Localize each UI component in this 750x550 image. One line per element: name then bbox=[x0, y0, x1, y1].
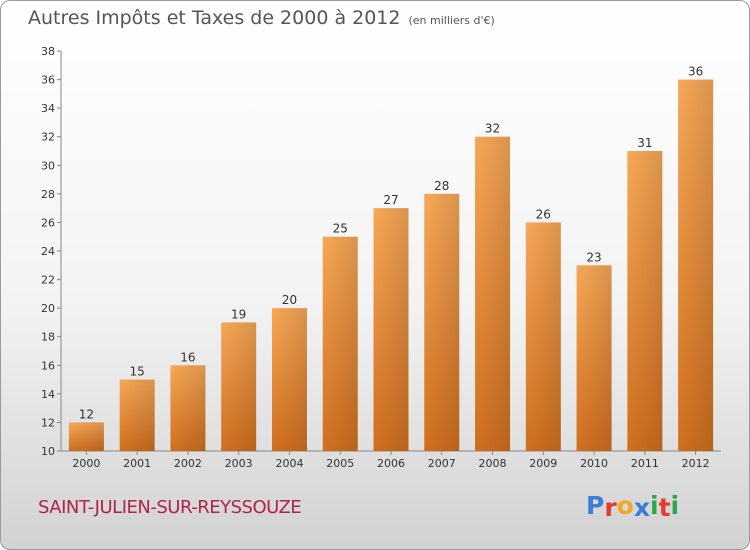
logo-letter: P bbox=[586, 491, 605, 520]
bar-value-label: 27 bbox=[383, 193, 398, 207]
proxiti-logo: Proxiti bbox=[586, 491, 680, 522]
bar-value-label: 26 bbox=[536, 207, 551, 221]
y-tick-label: 28 bbox=[41, 188, 55, 201]
y-tick-label: 20 bbox=[41, 302, 55, 315]
x-tick-label: 2004 bbox=[275, 457, 303, 470]
bar-shade bbox=[221, 322, 257, 451]
bar-value-label: 32 bbox=[485, 122, 500, 136]
x-tick-label: 2001 bbox=[123, 457, 151, 470]
bar-shade bbox=[576, 265, 612, 451]
bar-shade bbox=[170, 365, 206, 451]
bar-shade bbox=[475, 136, 511, 451]
x-tick-label: 2002 bbox=[174, 457, 202, 470]
y-tick-label: 10 bbox=[41, 445, 55, 458]
chart-title-text: Autres Impôts et Taxes de 2000 à 2012 bbox=[28, 7, 401, 29]
x-tick-label: 2007 bbox=[428, 457, 456, 470]
bar-shade bbox=[678, 79, 714, 452]
logo-letter: x bbox=[633, 493, 650, 522]
logo-letter: o bbox=[616, 491, 634, 520]
bar-value-label: 15 bbox=[130, 365, 145, 379]
x-tick-label: 2011 bbox=[631, 457, 659, 470]
y-tick-label: 18 bbox=[41, 331, 55, 344]
y-tick-label: 32 bbox=[41, 131, 55, 144]
y-tick-label: 36 bbox=[41, 74, 55, 87]
bar-value-label: 12 bbox=[79, 407, 94, 421]
bar-value-label: 28 bbox=[434, 179, 449, 193]
y-tick-label: 26 bbox=[41, 216, 55, 229]
y-tick-label: 38 bbox=[41, 45, 55, 58]
logo-letter: i bbox=[650, 491, 659, 520]
bar-value-label: 16 bbox=[180, 350, 195, 364]
bar-value-label: 36 bbox=[688, 65, 703, 79]
x-tick-label: 2005 bbox=[326, 457, 354, 470]
x-tick-label: 2010 bbox=[580, 457, 608, 470]
bar-shade bbox=[271, 308, 307, 451]
bar-value-label: 31 bbox=[637, 136, 652, 150]
x-tick-label: 2003 bbox=[225, 457, 253, 470]
y-tick-label: 30 bbox=[41, 159, 55, 172]
bar-shade bbox=[68, 422, 104, 451]
bar-shade bbox=[525, 222, 561, 451]
logo-letter: t bbox=[658, 493, 671, 522]
logo-letter: i bbox=[670, 491, 680, 520]
bar-shade bbox=[424, 193, 460, 451]
y-tick-label: 24 bbox=[41, 245, 55, 258]
bar-shade bbox=[627, 151, 663, 451]
bar-value-label: 23 bbox=[586, 250, 601, 264]
y-tick-label: 14 bbox=[41, 388, 55, 401]
y-tick-label: 12 bbox=[41, 416, 55, 429]
chart-title: Autres Impôts et Taxes de 2000 à 2012 (en… bbox=[28, 7, 495, 29]
town-name: SAINT-JULIEN-SUR-REYSSOUZE bbox=[38, 497, 302, 518]
x-tick-label: 2000 bbox=[72, 457, 100, 470]
logo-letter: r bbox=[604, 493, 617, 522]
x-tick-label: 2008 bbox=[479, 457, 507, 470]
bar-value-label: 20 bbox=[282, 293, 297, 307]
x-tick-label: 2009 bbox=[529, 457, 557, 470]
x-tick-label: 2006 bbox=[377, 457, 405, 470]
chart-unit: (en milliers d'€) bbox=[408, 14, 495, 27]
x-tick-label: 2012 bbox=[682, 457, 710, 470]
y-tick-label: 16 bbox=[41, 359, 55, 372]
y-tick-label: 34 bbox=[41, 102, 55, 115]
bar-shade bbox=[322, 236, 358, 451]
bar-shade bbox=[119, 379, 155, 451]
y-tick-label: 22 bbox=[41, 274, 55, 287]
bar-value-label: 25 bbox=[333, 222, 348, 236]
bar-value-label: 19 bbox=[231, 307, 246, 321]
bar-shade bbox=[373, 208, 409, 451]
